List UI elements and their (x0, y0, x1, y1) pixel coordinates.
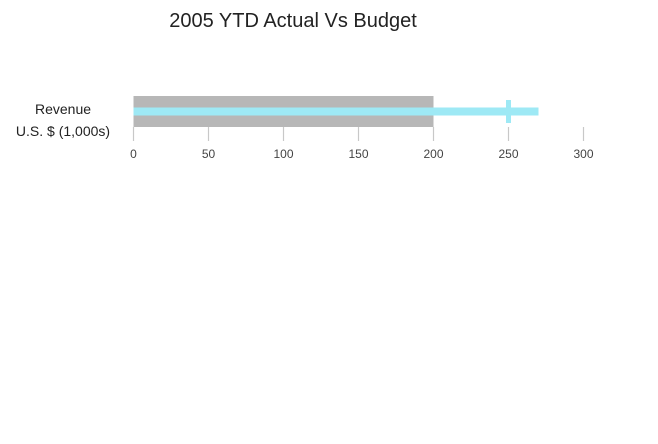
target-marker (506, 100, 511, 123)
x-tick-label-200: 200 (423, 147, 443, 161)
row-label: Revenue (35, 101, 91, 117)
x-tick-label-150: 150 (348, 147, 368, 161)
x-tick-label-300: 300 (573, 147, 593, 161)
x-axis: 0 50 100 150 200 250 300 (130, 127, 594, 161)
row-sublabel: U.S. $ (1,000s) (16, 123, 110, 139)
chart-title: 2005 YTD Actual Vs Budget (169, 10, 417, 32)
x-tick-label-50: 50 (202, 147, 216, 161)
x-tick-label-0: 0 (130, 147, 137, 161)
x-tick-label-100: 100 (273, 147, 293, 161)
x-tick-label-250: 250 (498, 147, 518, 161)
actual-bar (133, 107, 539, 116)
